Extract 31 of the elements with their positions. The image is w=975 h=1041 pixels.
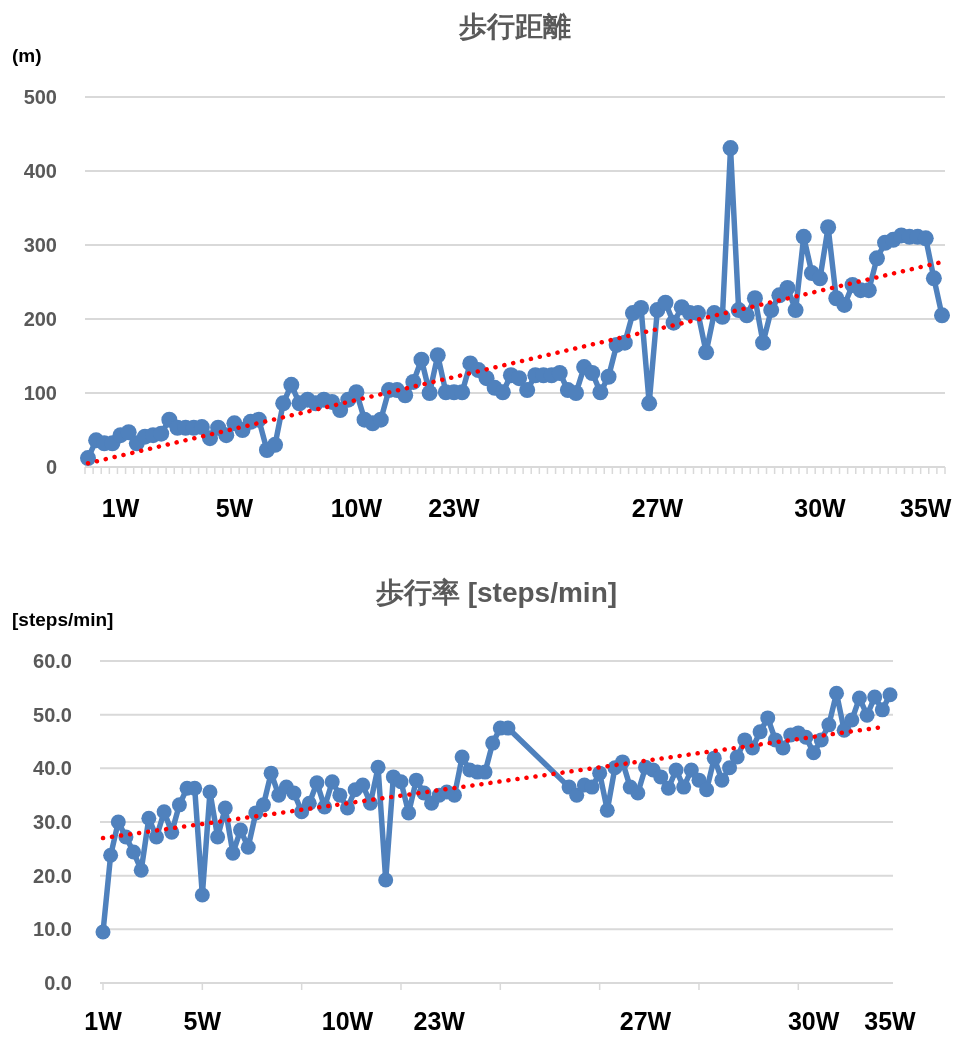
x-tick-label: 35W — [900, 494, 952, 522]
x-tick-label: 10W — [321, 1007, 374, 1035]
x-tick-label: 35W — [864, 1007, 917, 1035]
chart-title: 歩行率 [steps/min] — [374, 577, 618, 608]
x-tick-label: 1W — [101, 494, 140, 522]
x-tick-label: 23W — [428, 494, 481, 522]
y-tick-label: 50.0 — [33, 703, 72, 726]
y-tick-label: 10.0 — [33, 918, 72, 941]
y-tick-label: 100 — [23, 382, 57, 404]
y-tick-label: 30.0 — [33, 811, 72, 833]
y-tick-label: 60.0 — [33, 650, 72, 672]
x-tick-label: 30W — [787, 1007, 840, 1035]
y-tick-label: 200 — [23, 308, 57, 330]
y-tick-label: 300 — [23, 234, 57, 256]
y-tick-label: 40.0 — [33, 757, 72, 780]
y-axis-title: (m) — [12, 45, 42, 66]
x-tick-label: 27W — [619, 1007, 672, 1035]
x-tick-label: 5W — [183, 1007, 222, 1035]
x-tick-label: 1W — [84, 1007, 123, 1035]
y-tick-label: 400 — [23, 160, 57, 182]
x-tick-label: 23W — [413, 1007, 466, 1035]
x-tick-label: 5W — [215, 494, 254, 522]
y-tick-label: 0 — [45, 456, 57, 478]
x-tick-label: 10W — [330, 494, 383, 522]
chart-title: 歩行距離 — [458, 11, 571, 42]
x-tick-label: 30W — [794, 494, 847, 522]
y-axis-title: [steps/min] — [12, 609, 114, 630]
x-tick-label: 27W — [631, 494, 684, 522]
y-tick-label: 20.0 — [33, 864, 72, 887]
y-tick-label: 500 — [23, 86, 57, 108]
y-tick-label: 0.0 — [44, 972, 72, 994]
